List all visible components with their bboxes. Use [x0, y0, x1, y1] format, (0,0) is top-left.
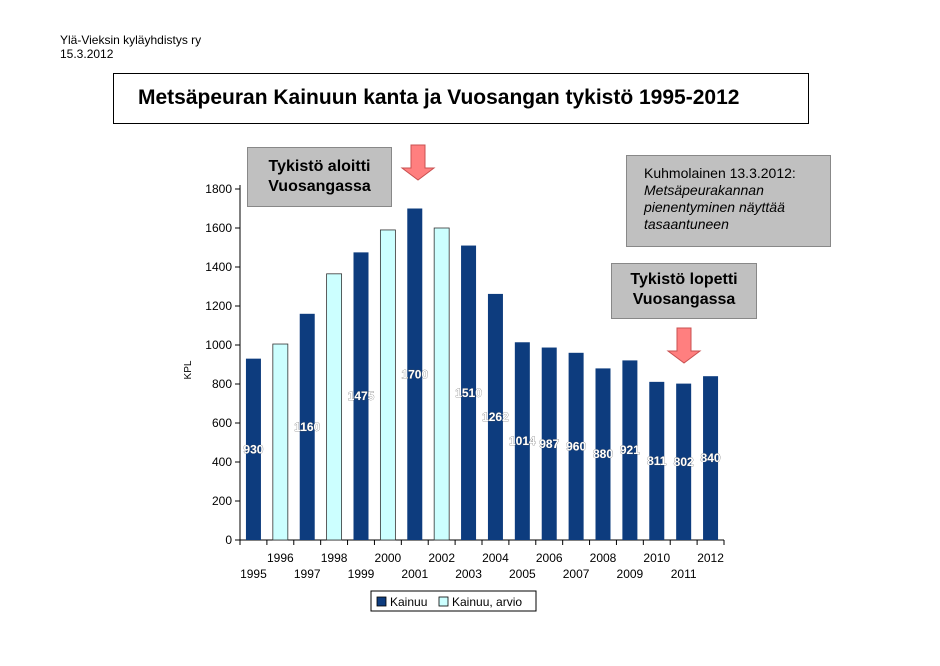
artillery-end-line2: Vuosangassa: [632, 291, 736, 308]
data-label: 811: [647, 454, 667, 468]
y-tick-label: 1000: [205, 338, 232, 352]
header-date: 15.3.2012: [60, 47, 114, 61]
bar-2003: [461, 245, 477, 541]
y-tick-label: 1800: [205, 182, 232, 196]
data-label: 930: [243, 442, 263, 456]
data-label: 1700: [401, 367, 428, 381]
legend-label-1: Kainuu: [390, 595, 427, 609]
x-tick-label: 1996: [267, 551, 294, 565]
bar-1997: [299, 313, 315, 540]
x-tick-label: 1998: [321, 551, 348, 565]
org-name: Ylä-Vieksin kyläyhdistys ry: [60, 33, 202, 47]
bar-2004: [487, 293, 503, 540]
x-tick-label: 2005: [509, 567, 536, 581]
artillery-start-line2: Vuosangassa: [268, 178, 371, 195]
legend-frame: [370, 590, 537, 612]
bar-1999: [353, 252, 369, 540]
data-label: 1262: [482, 410, 509, 424]
x-tick-label: 1997: [294, 567, 321, 581]
data-label: 921: [620, 443, 640, 457]
bar-1996: [272, 343, 289, 541]
bar-2000: [379, 229, 396, 541]
y-tick-label: 0: [225, 533, 232, 547]
x-tick-label: 2008: [590, 551, 617, 565]
data-label: 960: [566, 439, 586, 453]
legend-swatch-2: [438, 596, 449, 607]
chart-title-box: Metsäpeuran Kainuun kanta ja Vuosangan t…: [113, 73, 809, 124]
legend-swatch-1: [376, 596, 387, 607]
y-tick-label: 1400: [205, 260, 232, 274]
data-label: 1510: [455, 386, 482, 400]
data-label: 1160: [294, 420, 320, 434]
bar-2006: [541, 347, 557, 540]
x-tick-label: 2009: [617, 567, 644, 581]
legend: Kainuu Kainuu, arvio: [370, 590, 537, 612]
down-arrow-icon: [666, 327, 702, 364]
chart-title: Metsäpeuran Kainuun kanta ja Vuosangan t…: [138, 86, 740, 109]
data-label: 1014: [509, 434, 536, 448]
bar-2009: [622, 360, 638, 540]
y-tick-label: 800: [212, 377, 232, 391]
legend-label-2: Kainuu, arvio: [452, 595, 522, 609]
x-tick-label: 2006: [536, 551, 563, 565]
org-header: Ylä-Vieksin kyläyhdistys ry 15.3.2012: [60, 33, 201, 61]
kuhmolainen-note: Kuhmolainen 13.3.2012: Metsäpeurakannan …: [626, 155, 831, 247]
x-tick-label: 2011: [671, 567, 697, 581]
note-line2: Metsäpeurakannan: [644, 182, 764, 198]
note-line1: Kuhmolainen 13.3.2012:: [644, 165, 796, 181]
artillery-end-line1: Tykistö lopetti: [630, 271, 738, 288]
artillery-end-callout: Tykistö lopetti Vuosangassa: [611, 263, 757, 319]
y-tick-label: 400: [212, 455, 232, 469]
data-label: 880: [593, 447, 613, 461]
bar-2011: [676, 383, 692, 540]
data-label: 987: [539, 437, 559, 451]
bar-2010: [649, 381, 665, 540]
x-tick-label: 2012: [697, 551, 724, 565]
bar-2005: [514, 342, 530, 540]
x-tick-label: 2010: [643, 551, 670, 565]
x-tick-label: 2000: [375, 551, 402, 565]
note-line4: tasaantuneen: [644, 216, 729, 232]
data-label: 802: [674, 455, 694, 469]
data-label: 840: [701, 451, 721, 465]
down-arrow-icon: [400, 144, 436, 181]
artillery-start-callout: Tykistö aloitti Vuosangassa: [247, 147, 392, 207]
x-tick-label: 1999: [348, 567, 375, 581]
x-tick-label: 1995: [240, 567, 267, 581]
bar-2008: [595, 368, 611, 540]
x-tick-label: 2007: [563, 567, 590, 581]
bar-2001: [407, 208, 423, 540]
bar-1998: [326, 273, 343, 541]
note-line3: pienentyminen näyttää: [644, 199, 785, 215]
bar-2002: [433, 227, 450, 541]
x-tick-label: 2002: [428, 551, 455, 565]
bar-2007: [568, 352, 584, 540]
data-label: 1475: [348, 389, 375, 403]
bar-2012: [703, 376, 719, 540]
y-tick-label: 600: [212, 416, 232, 430]
y-tick-label: 1600: [205, 221, 232, 235]
x-tick-label: 2004: [482, 551, 509, 565]
bar-1995: [245, 358, 261, 540]
y-axis-label: KPL: [183, 360, 194, 379]
y-tick-label: 1200: [205, 299, 232, 313]
y-tick-label: 200: [212, 494, 232, 508]
artillery-start-line1: Tykistö aloitti: [268, 158, 371, 175]
x-tick-label: 2003: [455, 567, 482, 581]
x-tick-label: 2001: [401, 567, 428, 581]
